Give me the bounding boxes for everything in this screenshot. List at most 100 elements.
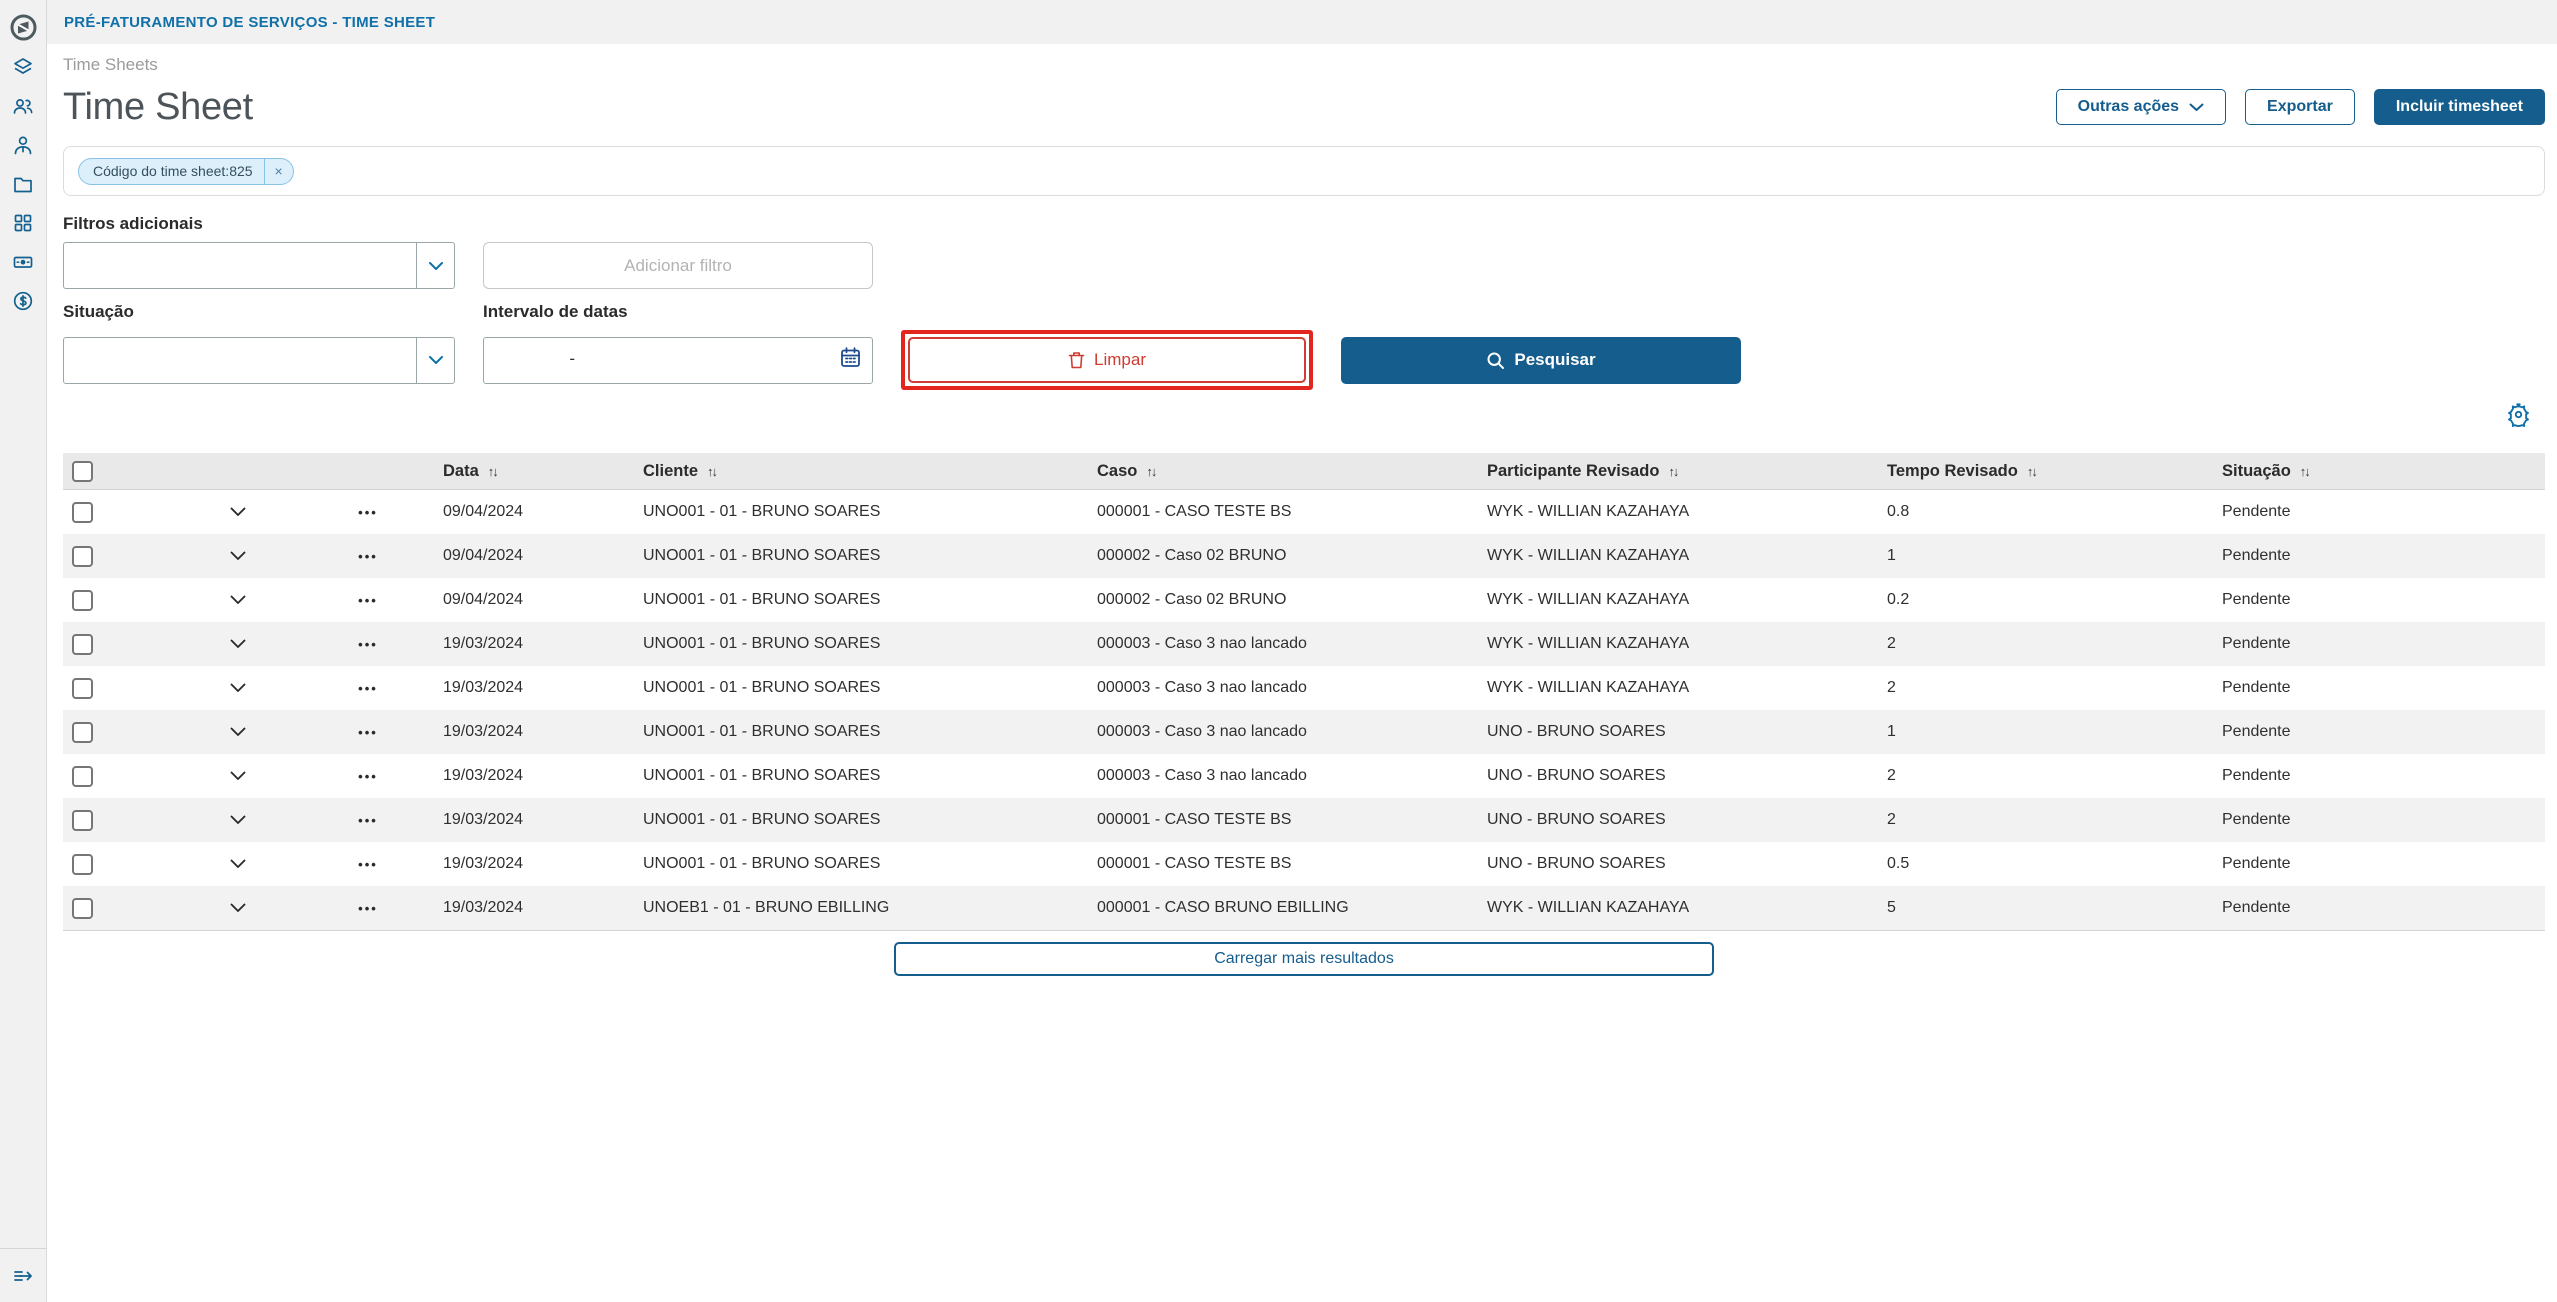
row-expand-chevron-icon[interactable] (230, 859, 246, 869)
sidebar-item-currency-dollar[interactable] (0, 281, 47, 320)
table-settings-gear-icon[interactable] (2506, 402, 2531, 427)
cell-data: 19/03/2024 (443, 811, 524, 828)
row-actions-menu-icon[interactable]: ••• (358, 900, 378, 916)
column-header-participante[interactable]: Participante Revisado ↑↓ (1487, 461, 1679, 480)
cell-cliente: UNO001 - 01 - BRUNO SOARES (643, 503, 881, 520)
row-checkbox[interactable] (72, 545, 93, 567)
situacao-select[interactable] (63, 336, 455, 384)
row-checkbox[interactable] (72, 589, 93, 611)
row-actions-menu-icon[interactable]: ••• (358, 680, 378, 696)
filter-chip[interactable]: Código do time sheet:825 × (78, 157, 294, 185)
cell-situacao: Pendente (2222, 503, 2291, 520)
sidebar-expand-icon (14, 1270, 32, 1281)
cell-tempo: 2 (1887, 679, 1896, 696)
row-expand-chevron-icon[interactable] (230, 595, 246, 605)
cell-cliente: UNO001 - 01 - BRUNO SOARES (643, 767, 881, 784)
chevron-down-icon (428, 261, 443, 270)
cell-tempo: 1 (1887, 723, 1896, 740)
row-checkbox[interactable] (72, 853, 93, 875)
row-actions-menu-icon[interactable]: ••• (358, 768, 378, 784)
row-checkbox[interactable] (72, 897, 93, 919)
cell-tempo: 0.5 (1887, 855, 1910, 872)
row-expand-chevron-icon[interactable] (230, 683, 246, 693)
column-header-caso[interactable]: Caso ↑↓ (1097, 461, 1157, 480)
sort-icon: ↑↓ (707, 463, 718, 479)
table-row: ••• 19/03/2024 UNO001 - 01 - BRUNO SOARE… (63, 666, 2545, 710)
row-checkbox[interactable] (72, 809, 93, 831)
cell-cliente: UNO001 - 01 - BRUNO SOARES (643, 811, 881, 828)
row-expand-chevron-icon[interactable] (230, 727, 246, 737)
cell-tempo: 2 (1887, 811, 1896, 828)
cell-situacao: Pendente (2222, 723, 2291, 740)
additional-filter-select[interactable] (63, 242, 455, 289)
sort-icon: ↑↓ (1668, 463, 1679, 479)
row-checkbox[interactable] (72, 633, 93, 655)
cell-cliente: UNO001 - 01 - BRUNO SOARES (643, 679, 881, 696)
sidebar-item-apps-grid[interactable] (0, 203, 47, 242)
select-all-checkbox[interactable] (72, 460, 93, 482)
row-actions-menu-icon[interactable]: ••• (358, 592, 378, 608)
chip-close-icon[interactable]: × (274, 163, 283, 179)
date-range-input[interactable]: - (483, 336, 873, 384)
row-actions-menu-icon[interactable]: ••• (358, 812, 378, 828)
sidebar (0, 0, 47, 1302)
export-button[interactable]: Exportar (2245, 89, 2355, 125)
cell-cliente: UNO001 - 01 - BRUNO SOARES (643, 855, 881, 872)
row-checkbox[interactable] (72, 501, 93, 523)
row-checkbox[interactable] (72, 677, 93, 699)
cell-situacao: Pendente (2222, 855, 2291, 872)
cell-data: 19/03/2024 (443, 679, 524, 696)
more-actions-button[interactable]: Outras ações (2055, 89, 2227, 125)
load-more-button[interactable]: Carregar mais resultados (894, 942, 1714, 976)
column-header-tempo[interactable]: Tempo Revisado ↑↓ (1887, 461, 2038, 480)
row-actions-menu-icon[interactable]: ••• (358, 724, 378, 740)
sidebar-expand-toggle[interactable] (0, 1248, 46, 1302)
sort-icon: ↑↓ (487, 463, 499, 479)
search-button[interactable]: Pesquisar (1341, 336, 1741, 384)
row-expand-chevron-icon[interactable] (230, 507, 246, 517)
row-actions-menu-icon[interactable]: ••• (358, 636, 378, 652)
cell-cliente: UNO001 - 01 - BRUNO SOARES (643, 591, 881, 608)
click-highlight-annotation: Limpar (901, 330, 1313, 390)
row-expand-chevron-icon[interactable] (230, 639, 246, 649)
add-filter-button[interactable]: Adicionar filtro (483, 242, 873, 289)
sidebar-item-folder[interactable] (0, 164, 47, 203)
column-header-situacao[interactable]: Situação ↑↓ (2222, 461, 2311, 480)
row-expand-chevron-icon[interactable] (230, 551, 246, 561)
row-actions-menu-icon[interactable]: ••• (358, 548, 378, 564)
sidebar-item-layers[interactable] (0, 47, 47, 86)
row-expand-chevron-icon[interactable] (230, 903, 246, 913)
cell-situacao: Pendente (2222, 679, 2291, 696)
trash-icon (1068, 352, 1085, 369)
table-row: ••• 19/03/2024 UNO001 - 01 - BRUNO SOARE… (63, 798, 2545, 842)
cell-data: 19/03/2024 (443, 767, 524, 784)
row-actions-menu-icon[interactable]: ••• (358, 504, 378, 520)
table-row: ••• 09/04/2024 UNO001 - 01 - BRUNO SOARE… (63, 490, 2545, 534)
table-row: ••• 19/03/2024 UNOEB1 - 01 - BRUNO EBILL… (63, 886, 2545, 930)
sidebar-item-person[interactable] (0, 125, 47, 164)
cell-caso: 000001 - CASO TESTE BS (1097, 855, 1292, 872)
sidebar-item-team[interactable] (0, 86, 47, 125)
cell-caso: 000001 - CASO TESTE BS (1097, 811, 1292, 828)
cell-situacao: Pendente (2222, 811, 2291, 828)
breadcrumb: Time Sheets (63, 55, 158, 74)
cell-participante: UNO - BRUNO SOARES (1487, 811, 1666, 828)
table-row: ••• 09/04/2024 UNO001 - 01 - BRUNO SOARE… (63, 534, 2545, 578)
cell-data: 19/03/2024 (443, 855, 524, 872)
table-row: ••• 19/03/2024 UNO001 - 01 - BRUNO SOARE… (63, 842, 2545, 886)
row-expand-chevron-icon[interactable] (230, 815, 246, 825)
row-expand-chevron-icon[interactable] (230, 771, 246, 781)
clear-filters-button[interactable]: Limpar (908, 337, 1306, 383)
sidebar-item-banknote[interactable] (0, 242, 47, 281)
include-timesheet-button[interactable]: Incluir timesheet (2373, 89, 2545, 125)
cell-caso: 000003 - Caso 3 nao lancado (1097, 723, 1307, 740)
applied-filters-bar: Código do time sheet:825 × (63, 146, 2545, 196)
app-title: PRÉ-FATURAMENTO DE SERVIÇOS - TIME SHEET (64, 13, 436, 31)
row-checkbox[interactable] (72, 765, 93, 787)
column-header-data[interactable]: Data ↑↓ (443, 461, 499, 480)
row-checkbox[interactable] (72, 721, 93, 743)
column-header-cliente[interactable]: Cliente ↑↓ (643, 461, 718, 480)
table-row: ••• 19/03/2024 UNO001 - 01 - BRUNO SOARE… (63, 622, 2545, 666)
cell-participante: UNO - BRUNO SOARES (1487, 855, 1666, 872)
row-actions-menu-icon[interactable]: ••• (358, 856, 378, 872)
